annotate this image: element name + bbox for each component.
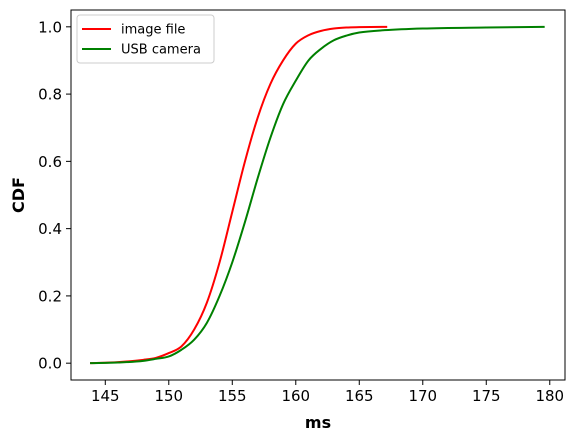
legend: image file USB camera [76,14,215,64]
x-tick-label: 160 [281,387,310,405]
y-tick-label: 0.0 [38,355,62,373]
x-tick-label: 150 [154,387,183,405]
y-axis-title: CDF [9,177,28,213]
legend-label-usb-camera: USB camera [121,43,201,58]
series-line-usb-camera [90,25,545,365]
plot-frame [70,9,566,381]
series-line-image-file [90,25,388,365]
y-tick-label: 0.2 [38,287,62,305]
x-tick-label: 175 [472,387,501,405]
x-tick-label: 145 [91,387,120,405]
y-axis-ticks: 0.0 0.2 0.4 0.6 0.8 1.0 [38,18,71,373]
x-tick-label: 170 [408,387,437,405]
y-tick-label: 0.4 [38,220,62,238]
x-tick-label: 155 [218,387,247,405]
y-tick-label: 0.6 [38,153,62,171]
legend-label-image-file: image file [121,23,185,38]
legend-box [76,14,215,64]
x-tick-label: 165 [345,387,374,405]
y-tick-label: 1.0 [38,18,62,36]
y-tick-label: 0.8 [38,86,62,104]
series-lines [90,25,545,365]
x-axis-ticks: 145 150 155 160 165 170 175 180 [91,380,564,405]
x-axis-title: ms [305,413,331,432]
x-tick-label: 180 [535,387,564,405]
